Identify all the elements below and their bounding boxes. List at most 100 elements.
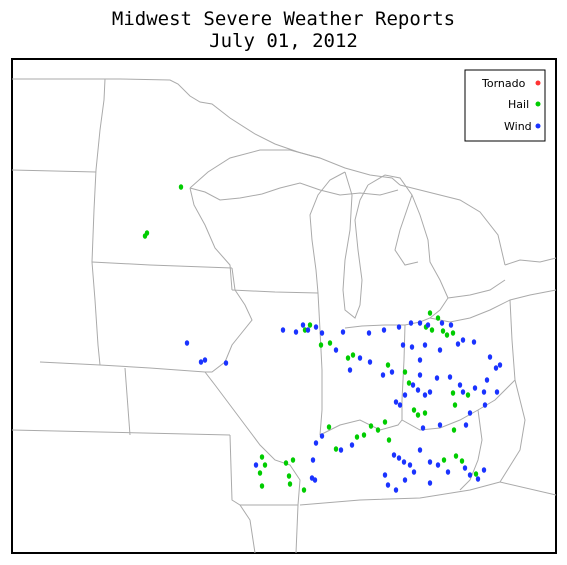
mississippi-river	[204, 371, 301, 506]
wind-report-marker	[338, 447, 344, 453]
hail-report-marker	[386, 437, 392, 443]
wind-report-marker	[366, 330, 372, 336]
ky-tn-border	[299, 481, 501, 506]
hail-report-marker	[345, 355, 351, 361]
state-boundaries	[11, 78, 557, 554]
hail-report-marker	[350, 352, 356, 358]
ar-east-line	[239, 504, 256, 554]
saginaw-bay	[394, 194, 419, 266]
wind-report-marker	[437, 347, 443, 353]
wind-report-marker	[427, 459, 433, 465]
legend-marker-wind	[535, 123, 541, 129]
wi-mn-border	[189, 187, 233, 291]
hail-report-marker	[441, 457, 447, 463]
wind-report-marker	[389, 369, 395, 375]
hail-report-marker	[422, 410, 428, 416]
mn-nd-border	[91, 78, 106, 263]
hail-report-marker	[142, 233, 148, 239]
legend-marker-hail	[535, 101, 541, 107]
wind-report-marker	[415, 387, 421, 393]
wind-report-marker	[396, 324, 402, 330]
map-subtitle: July 01, 2012	[209, 30, 358, 52]
wind-report-marker	[410, 382, 416, 388]
hail-report-marker	[361, 432, 367, 438]
lake-michigan-west	[309, 171, 346, 294]
va-nc-border	[499, 481, 557, 496]
wind-report-marker	[347, 367, 353, 373]
hail-report-marker	[411, 407, 417, 413]
wind-report-marker	[460, 337, 466, 343]
hail-report-marker	[406, 380, 412, 386]
tn-west-line	[295, 504, 299, 554]
wind-report-marker	[313, 324, 319, 330]
hail-report-marker	[435, 315, 441, 321]
wind-report-marker	[481, 467, 487, 473]
wind-report-marker	[493, 365, 499, 371]
hail-report-marker	[427, 310, 433, 316]
wind-report-marker	[447, 374, 453, 380]
wind-report-marker	[385, 482, 391, 488]
hail-report-marker	[354, 434, 360, 440]
wind-report-marker	[340, 329, 346, 335]
wind-report-marker	[471, 339, 477, 345]
wind-report-marker	[310, 457, 316, 463]
wind-report-marker	[448, 322, 454, 328]
wind-report-marker	[367, 359, 373, 365]
legend-label-tornado: Tornado	[481, 77, 526, 90]
hail-report-marker	[453, 453, 459, 459]
wind-report-marker	[472, 385, 478, 391]
wind-report-marker	[402, 392, 408, 398]
wind-report-marker	[393, 487, 399, 493]
hail-report-marker	[385, 362, 391, 368]
ky-wv-border	[459, 409, 483, 491]
hail-report-marker	[444, 332, 450, 338]
mo-ar-border	[229, 434, 298, 506]
wind-reports	[184, 320, 503, 493]
wind-report-marker	[427, 480, 433, 486]
wi-il-border	[231, 289, 319, 294]
wind-report-marker	[417, 357, 423, 363]
wind-report-marker	[223, 360, 229, 366]
ohio-river	[319, 379, 516, 436]
wind-report-marker	[402, 477, 408, 483]
wind-report-marker	[319, 433, 325, 439]
wind-report-marker	[420, 425, 426, 431]
wind-report-marker	[407, 462, 413, 468]
legend-marker-tornado	[535, 80, 541, 86]
wind-report-marker	[422, 342, 428, 348]
hail-report-marker	[286, 473, 292, 479]
wind-report-marker	[396, 455, 402, 461]
hail-report-marker	[465, 392, 471, 398]
wind-report-marker	[455, 341, 461, 347]
wind-report-marker	[312, 477, 318, 483]
in-oh-border	[401, 324, 406, 420]
hail-report-marker	[326, 424, 332, 430]
wind-report-marker	[391, 452, 397, 458]
wind-report-marker	[202, 357, 208, 363]
lake-huron-north	[399, 184, 506, 266]
wind-report-marker	[427, 389, 433, 395]
hail-report-marker	[301, 487, 307, 493]
wind-report-marker	[460, 389, 466, 395]
wind-report-marker	[253, 462, 259, 468]
hail-report-marker	[257, 470, 263, 476]
hail-report-marker	[307, 322, 313, 328]
wind-report-marker	[293, 329, 299, 335]
hail-report-marker	[450, 390, 456, 396]
wind-report-marker	[417, 372, 423, 378]
lake-superior-shore	[189, 149, 401, 189]
lake-erie-north	[447, 279, 506, 299]
ia-sd-border	[91, 261, 101, 366]
wind-report-marker	[434, 375, 440, 381]
wind-report-marker	[463, 422, 469, 428]
hail-report-marker	[440, 328, 446, 334]
wind-report-marker	[487, 354, 493, 360]
legend-box	[464, 69, 546, 142]
hail-report-marker	[415, 412, 421, 418]
wind-report-marker	[417, 447, 423, 453]
wind-report-marker	[280, 327, 286, 333]
wind-report-marker	[457, 382, 463, 388]
wind-report-marker	[437, 422, 443, 428]
wind-report-marker	[400, 342, 406, 348]
wv-va-border	[499, 379, 526, 483]
